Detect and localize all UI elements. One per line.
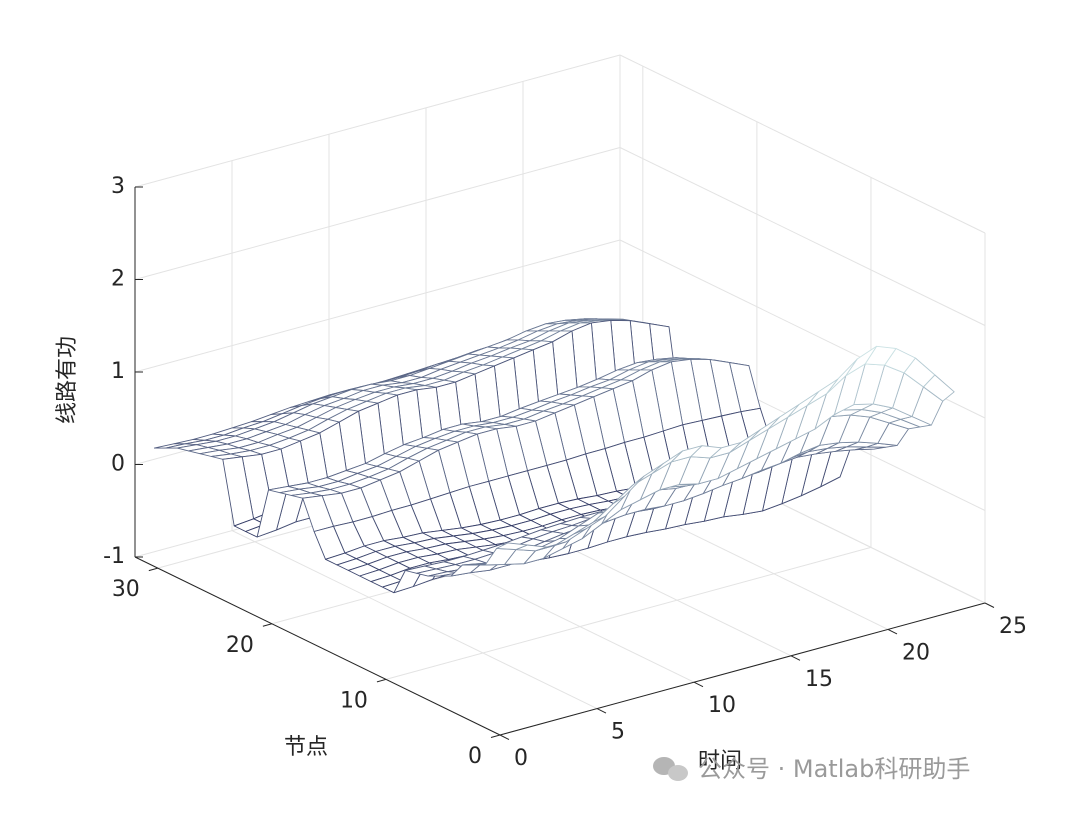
grid-line xyxy=(134,54,621,188)
z-tick-label: 3 xyxy=(111,174,125,199)
tick-mark xyxy=(376,678,387,683)
x-tick-label: 15 xyxy=(805,667,833,692)
z-tick-label: 1 xyxy=(111,359,125,384)
tick-mark xyxy=(596,708,607,714)
grid-line xyxy=(231,530,598,710)
tick-mark xyxy=(499,734,510,740)
grid-line xyxy=(619,147,986,326)
watermark: 公众号 · Matlab科研助手 xyxy=(698,755,970,783)
tick-mark xyxy=(984,602,995,608)
y-axis xyxy=(134,556,501,736)
y-tick-label: 30 xyxy=(112,577,140,602)
tick-mark xyxy=(148,567,158,572)
x-tick-label: 20 xyxy=(902,640,930,665)
y-tick-label: 0 xyxy=(468,744,482,769)
tick-mark xyxy=(790,655,801,661)
x-tick-label: 10 xyxy=(708,693,736,718)
z-tick-label: 0 xyxy=(111,452,125,477)
mesh-cell xyxy=(496,542,528,551)
x-tick-label: 25 xyxy=(999,614,1027,639)
grid-line xyxy=(134,239,621,373)
tick-mark xyxy=(693,681,704,688)
y-tick-label: 20 xyxy=(226,633,254,658)
grid-line xyxy=(385,546,872,680)
watermark-icon xyxy=(653,757,688,781)
z-tick-label: 2 xyxy=(111,267,125,292)
tick-mark xyxy=(262,623,273,627)
grid-line xyxy=(619,54,986,234)
x-axis xyxy=(499,602,986,736)
tick-mark xyxy=(490,734,501,738)
grid-line xyxy=(134,147,621,280)
z-axis-label: 线路有功 xyxy=(55,336,80,424)
x-tick-label: 5 xyxy=(611,720,625,745)
x-tick-label: 0 xyxy=(514,746,528,771)
y-axis-label: 节点 xyxy=(284,735,328,760)
x-axis-label: 时间 xyxy=(698,749,742,774)
y-tick-label: 10 xyxy=(340,688,368,713)
tick-mark xyxy=(887,628,898,635)
z-tick-label: -1 xyxy=(103,544,125,569)
